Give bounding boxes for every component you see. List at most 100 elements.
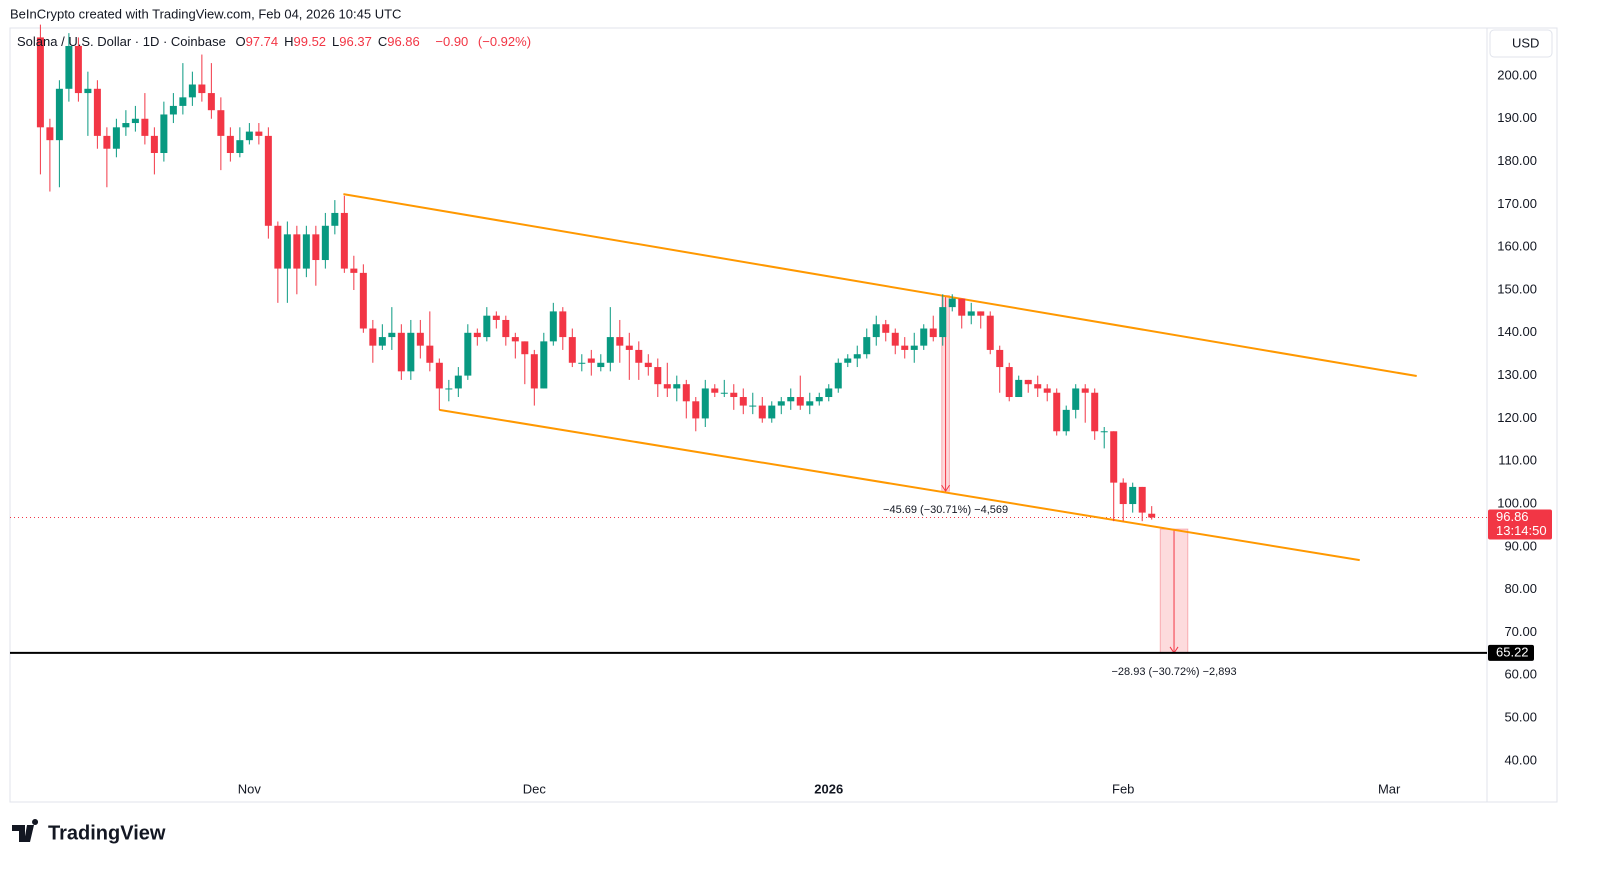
candle-body [150, 135, 158, 154]
candle-body [806, 401, 814, 406]
candle-body [397, 332, 405, 372]
logo: TradingView [12, 819, 166, 844]
candle-body [1110, 431, 1118, 483]
candle-body [122, 123, 130, 128]
candle-body [787, 397, 795, 402]
candle-body [597, 362, 605, 368]
ohlc-key: O [235, 34, 246, 49]
candle-body [93, 88, 101, 136]
countdown-label: 13:14:50 [1496, 523, 1547, 538]
candle-body [882, 324, 890, 333]
y-tick-label: 160.00 [1497, 239, 1537, 254]
candle-body [103, 135, 111, 149]
y-tick-label: 190.00 [1497, 110, 1537, 125]
candle-body [378, 337, 386, 346]
candle-body [65, 45, 73, 89]
candle-body [131, 118, 139, 124]
y-tick-label: 150.00 [1497, 281, 1537, 296]
candle-body [948, 298, 956, 308]
candle-body [540, 341, 548, 389]
candle-body [720, 392, 728, 394]
candle-body [663, 384, 671, 389]
attribution: BeInCrypto created with TradingView.com,… [10, 6, 401, 21]
change: −0.90 [435, 34, 469, 49]
candle-body [445, 388, 453, 390]
candle-body [1005, 367, 1013, 398]
ohlc-value: 96.37 [339, 34, 372, 49]
candle-body [74, 45, 82, 94]
candle-body [1129, 486, 1137, 505]
candle-body [169, 105, 177, 115]
candle-body [1034, 384, 1042, 389]
candle-body [834, 362, 842, 389]
candle-body [654, 367, 662, 385]
candle-body [958, 298, 966, 316]
currency[interactable]: USD [1512, 35, 1539, 50]
ohlc-values: O97.74 H99.52 L96.37 C96.86 [235, 34, 425, 49]
plot-area: −45.69 (−30.71%) −4,569 −28.93 (−30.72%) … [10, 24, 1487, 678]
candle-body [483, 315, 491, 338]
candle-body [226, 135, 234, 154]
currency-button[interactable] [1489, 29, 1553, 58]
candle-body [673, 384, 681, 389]
candle-body [825, 388, 833, 398]
candle-body [1081, 388, 1089, 393]
candle-body [84, 88, 92, 94]
candle-body [844, 358, 852, 363]
x-tick-label: Nov [238, 781, 262, 796]
candle-body [853, 354, 861, 359]
candle-body [815, 397, 823, 402]
ohlc-key: C [377, 34, 388, 49]
candle-body [606, 337, 614, 363]
candle-body [568, 337, 576, 363]
ohlc-value: 99.52 [293, 34, 327, 49]
candle-body [711, 388, 719, 393]
candle-body [1100, 431, 1108, 433]
symbol: Solana / U.S. Dollar · 1D · Coinbase [17, 34, 226, 49]
y-tick-label: 120.00 [1497, 410, 1537, 425]
candle-body [559, 311, 567, 338]
candle-body [777, 401, 785, 406]
candle-body [730, 392, 738, 398]
ohlc-value: 96.86 [387, 34, 420, 49]
y-tick-label: 180.00 [1497, 153, 1537, 168]
candle-body [245, 131, 253, 141]
candle-body [863, 337, 871, 355]
ohlc-key: H [284, 34, 294, 49]
y-tick-label: 130.00 [1497, 367, 1537, 382]
target-label: 65.22 [1496, 644, 1529, 659]
candle-body [616, 337, 624, 346]
candle-body [464, 332, 472, 376]
candle-body [587, 358, 595, 363]
ohlc-value: 97.74 [245, 34, 279, 49]
x-tick-label: Feb [1112, 781, 1134, 796]
candle-body [340, 212, 348, 269]
candle-body [578, 362, 586, 364]
candle-body [939, 307, 947, 338]
y-tick-label: 40.00 [1504, 752, 1537, 767]
candle-body [929, 328, 937, 338]
candle-body [1072, 388, 1080, 410]
candle-body [492, 315, 500, 320]
candle-body [644, 362, 652, 368]
measure-label: −28.93 (−30.72%) −2,893 [1111, 666, 1236, 678]
x-tick-label: Dec [523, 781, 547, 796]
candle-body [255, 131, 263, 136]
candle-body [521, 341, 529, 355]
candle-body [312, 234, 320, 261]
candle-body [283, 234, 291, 269]
candle-body [796, 397, 804, 406]
y-tick-label: 170.00 [1497, 196, 1537, 211]
candle-body [112, 127, 120, 149]
candle-body [625, 345, 633, 350]
candle-body [549, 311, 557, 342]
candle-body [768, 405, 776, 419]
candle-body [141, 118, 149, 136]
y-tick-label: 110.00 [1498, 453, 1537, 468]
candle-body [274, 225, 282, 269]
candle-body [920, 328, 928, 346]
candle-body [1024, 379, 1032, 385]
candle-body [511, 337, 519, 342]
candle-body [188, 84, 196, 98]
